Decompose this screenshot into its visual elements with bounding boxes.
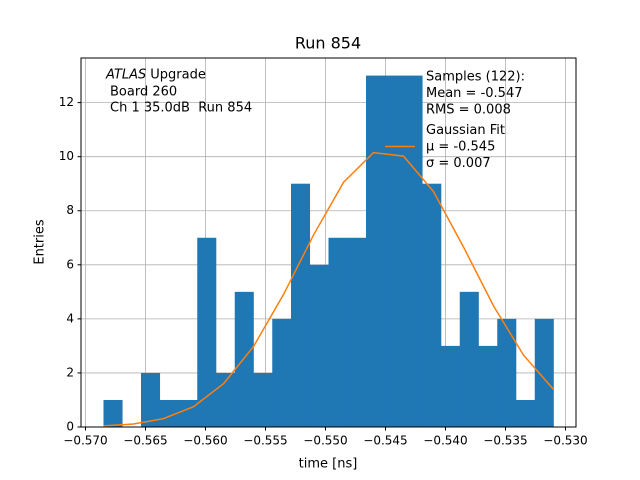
histogram-bar [234,291,254,427]
chart-title: Run 854 [295,34,361,53]
histogram-bar [309,264,329,427]
histogram-bar [159,399,179,427]
plot-area [103,75,555,428]
y-tick-label: 2 [66,365,74,379]
histogram-bar [328,237,348,427]
y-tick-label: 4 [66,311,74,325]
x-axis-label: time [ns] [299,457,358,472]
y-tick-label: 6 [66,257,74,271]
x-tick-label: −0.555 [243,434,287,448]
legend-label: Samples (122): [426,70,525,85]
x-tick-label: −0.550 [303,434,347,448]
y-axis-label: Entries [33,219,48,265]
histogram-bar [422,183,442,427]
axes-frame [80,57,577,428]
legend-stat: Mean = -0.547 [426,86,522,101]
histogram-bar [291,183,311,427]
y-tick-label: 8 [66,203,74,217]
histogram-bar [534,318,554,427]
y-tick-label: 12 [59,95,74,109]
legend-stat: σ = 0.007 [426,156,491,171]
fit-line [103,151,555,427]
legend-stat: μ = -0.545 [426,140,495,155]
histogram-bar [141,372,161,427]
y-tick-label: 0 [66,420,74,434]
x-tick-label: −0.535 [483,434,527,448]
histogram-bar [516,399,536,427]
legend: Samples (122):Mean = -0.547 RMS = 0.008 Ga… [385,70,525,171]
histogram-bar [441,345,461,427]
annotation: Ch 1 35.0dB Run 854 [110,101,252,116]
y-tick-label: 10 [59,149,74,163]
x-tick-label: −0.570 [63,434,107,448]
histogram-bar [197,237,217,427]
legend-label: Gaussian Fit [426,123,505,138]
histogram-bar [347,237,367,427]
histogram-bar [384,75,404,428]
x-tick-label: −0.530 [543,434,587,448]
histogram-bar [478,345,498,427]
x-tick-label: −0.565 [123,434,167,448]
histogram-bar [459,291,479,427]
x-tick-label: −0.540 [423,434,467,448]
histogram-bar [403,75,423,428]
atlas-label: ATLAS [105,68,146,83]
histogram-bar [178,399,198,427]
legend-stat: RMS = 0.008 [426,103,511,118]
histogram-bar [253,372,273,427]
histogram-bar [272,318,292,427]
annotation: Upgrade [150,68,206,83]
histogram-bar [366,75,386,428]
x-tick-label: −0.545 [363,434,407,448]
histogram-bar [103,399,123,427]
x-tick-label: −0.560 [183,434,227,448]
annotation: Board 260 [110,85,177,100]
histogram-bar [497,318,517,427]
